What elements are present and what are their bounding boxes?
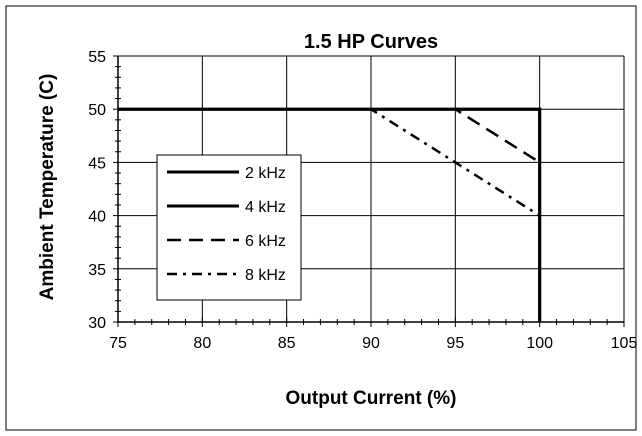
series-lines bbox=[118, 107, 542, 322]
legend: 2 kHz 4 kHz 6 kHz 8 kHz bbox=[156, 154, 302, 301]
x-tick-label: 100 bbox=[526, 335, 553, 352]
x-tick-label: 85 bbox=[278, 335, 296, 352]
legend-label: 2 kHz bbox=[245, 165, 286, 182]
x-tick-label: 80 bbox=[193, 335, 211, 352]
y-tick-label: 35 bbox=[88, 262, 106, 279]
x-axis-label: Output Current (%) bbox=[286, 388, 457, 409]
x-tick-label: 90 bbox=[362, 335, 380, 352]
chart-frame bbox=[5, 5, 637, 431]
x-tick-label: 105 bbox=[611, 335, 638, 352]
legend-label: 4 kHz bbox=[245, 199, 286, 216]
y-tick-label: 30 bbox=[88, 315, 106, 332]
legend-label: 6 kHz bbox=[245, 233, 286, 250]
axes bbox=[113, 55, 625, 327]
y-tick-label: 55 bbox=[88, 49, 106, 66]
tick-labels: 75 80 85 90 95 100 105 30 35 40 45 50 55 bbox=[88, 49, 637, 352]
y-tick-label: 50 bbox=[88, 102, 106, 119]
chart-title: 1.5 HP Curves bbox=[304, 31, 438, 53]
y-tick-label: 45 bbox=[88, 155, 106, 172]
x-tick-label: 95 bbox=[446, 335, 464, 352]
series-line-8-khz bbox=[118, 107, 541, 322]
y-axis-label: Ambient Temperature (C) bbox=[37, 74, 58, 301]
legend-label: 8 kHz bbox=[245, 267, 286, 284]
y-tick-label: 40 bbox=[88, 209, 106, 226]
x-tick-label: 75 bbox=[109, 335, 127, 352]
legend-box bbox=[156, 154, 302, 301]
